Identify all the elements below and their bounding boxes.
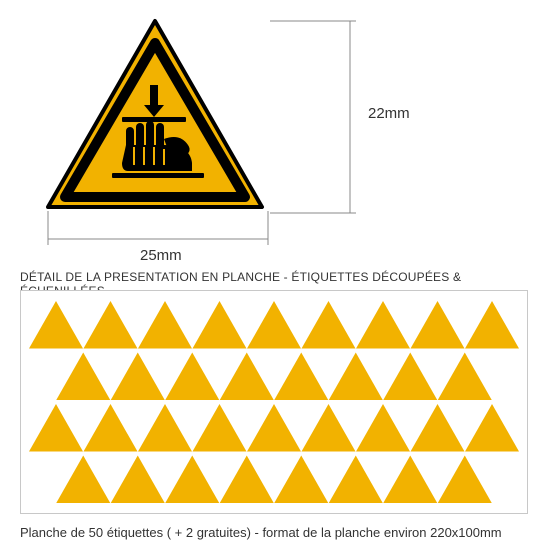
- sheet-triangle: [356, 301, 410, 349]
- top-sign-with-dimensions: 22mm 25mm: [40, 15, 480, 255]
- sheet-caption: Planche de 50 étiquettes ( + 2 gratuites…: [20, 525, 535, 540]
- sheet-triangle: [138, 301, 192, 349]
- sheet-triangle: [29, 404, 83, 452]
- sheet-triangle: [383, 353, 437, 401]
- sheet-triangle: [274, 456, 328, 504]
- sheet-triangle: [220, 353, 274, 401]
- sheet-triangle: [411, 404, 465, 452]
- sheet-triangle: [193, 404, 247, 452]
- sheet-triangle: [274, 353, 328, 401]
- dimension-width-label: 25mm: [140, 247, 182, 264]
- sheet-triangle: [465, 301, 519, 349]
- sheet-triangle: [29, 301, 83, 349]
- sheet-triangle: [302, 404, 356, 452]
- sheet-triangle: [329, 353, 383, 401]
- sheet-triangle: [465, 404, 519, 452]
- sheet-triangle: [383, 456, 437, 504]
- label-sheet: [20, 290, 528, 514]
- warning-sign-hand-crush: [40, 15, 270, 215]
- sheet-triangle: [438, 353, 492, 401]
- sheet-triangle: [56, 353, 110, 401]
- label-sheet-grid: [21, 291, 527, 513]
- sheet-triangle: [220, 456, 274, 504]
- sheet-triangle: [84, 301, 138, 349]
- sheet-triangle: [438, 456, 492, 504]
- sheet-triangle: [193, 301, 247, 349]
- dimension-height-label: 22mm: [368, 105, 410, 122]
- sheet-triangle: [411, 301, 465, 349]
- sheet-triangle: [111, 456, 165, 504]
- sheet-triangle: [165, 456, 219, 504]
- sheet-triangle: [84, 404, 138, 452]
- sheet-triangle: [302, 301, 356, 349]
- sheet-triangle: [247, 404, 301, 452]
- sheet-triangle: [165, 353, 219, 401]
- sheet-triangle: [111, 353, 165, 401]
- sheet-triangle: [329, 456, 383, 504]
- sheet-triangle: [247, 301, 301, 349]
- sheet-triangle: [56, 456, 110, 504]
- sheet-triangle: [356, 404, 410, 452]
- sheet-triangle: [138, 404, 192, 452]
